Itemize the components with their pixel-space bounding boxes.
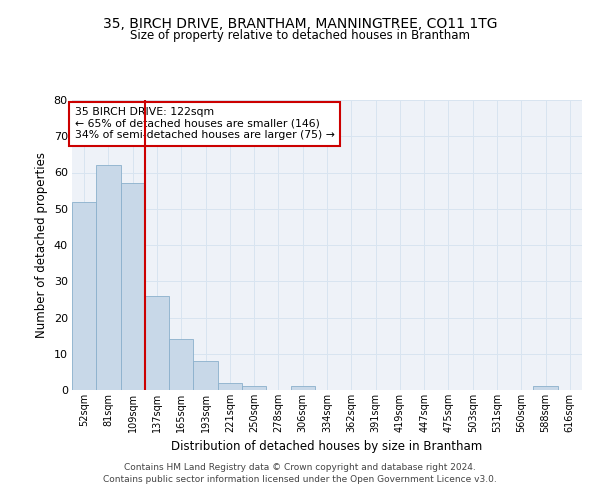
Bar [290,386,315,390]
Bar [121,184,145,390]
Bar [145,296,169,390]
Bar [242,386,266,390]
X-axis label: Distribution of detached houses by size in Brantham: Distribution of detached houses by size … [172,440,482,454]
Text: 35 BIRCH DRIVE: 122sqm
← 65% of detached houses are smaller (146)
34% of semi-de: 35 BIRCH DRIVE: 122sqm ← 65% of detached… [74,108,334,140]
Bar [72,202,96,390]
Bar [169,339,193,390]
Text: 35, BIRCH DRIVE, BRANTHAM, MANNINGTREE, CO11 1TG: 35, BIRCH DRIVE, BRANTHAM, MANNINGTREE, … [103,18,497,32]
Text: Contains public sector information licensed under the Open Government Licence v3: Contains public sector information licen… [103,474,497,484]
Bar [218,383,242,390]
Bar [96,165,121,390]
Text: Contains HM Land Registry data © Crown copyright and database right 2024.: Contains HM Land Registry data © Crown c… [124,464,476,472]
Bar [533,386,558,390]
Bar [193,361,218,390]
Y-axis label: Number of detached properties: Number of detached properties [35,152,48,338]
Text: Size of property relative to detached houses in Brantham: Size of property relative to detached ho… [130,29,470,42]
